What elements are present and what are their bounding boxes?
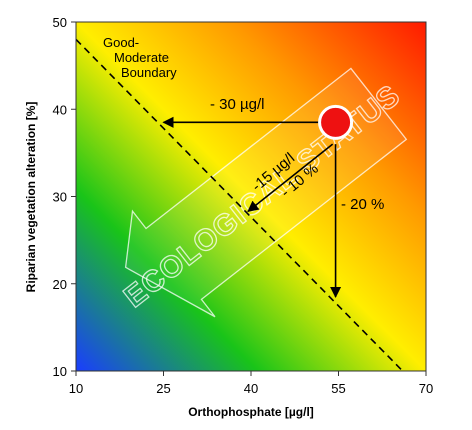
plot-background (76, 22, 426, 371)
arrow-label-vegetation: - 20 % (341, 196, 384, 213)
y-axis-label: Riparian vegetation alteration [%] (24, 102, 38, 293)
boundary-label-line-3: Boundary (121, 65, 177, 80)
y-tick-label: 30 (53, 190, 67, 205)
y-tick-label: 50 (53, 15, 67, 30)
y-tick-label: 40 (53, 102, 67, 117)
x-tick-label: 55 (331, 381, 345, 396)
x-tick-label: 70 (419, 381, 433, 396)
current-state-marker (318, 104, 354, 140)
y-axis-ticks: 10 20 30 40 50 (53, 15, 76, 379)
boundary-line (75, 38, 404, 372)
boundary-label-line-1: Good- (103, 35, 139, 50)
x-tick-label: 40 (244, 381, 258, 396)
x-tick-label: 25 (156, 381, 170, 396)
y-tick-label: 10 (53, 364, 67, 379)
x-axis-ticks: 10 25 40 55 70 (69, 371, 433, 396)
x-axis-label: Orthophosphate [µg/l] (188, 405, 314, 419)
arrow-combined-reduction (247, 143, 334, 213)
x-tick-label: 10 (69, 381, 83, 396)
boundary-label-line-2: Moderate (114, 50, 169, 65)
arrow-label-phosphate: - 30 µg/l (210, 96, 265, 113)
y-tick-label: 20 (53, 277, 67, 292)
